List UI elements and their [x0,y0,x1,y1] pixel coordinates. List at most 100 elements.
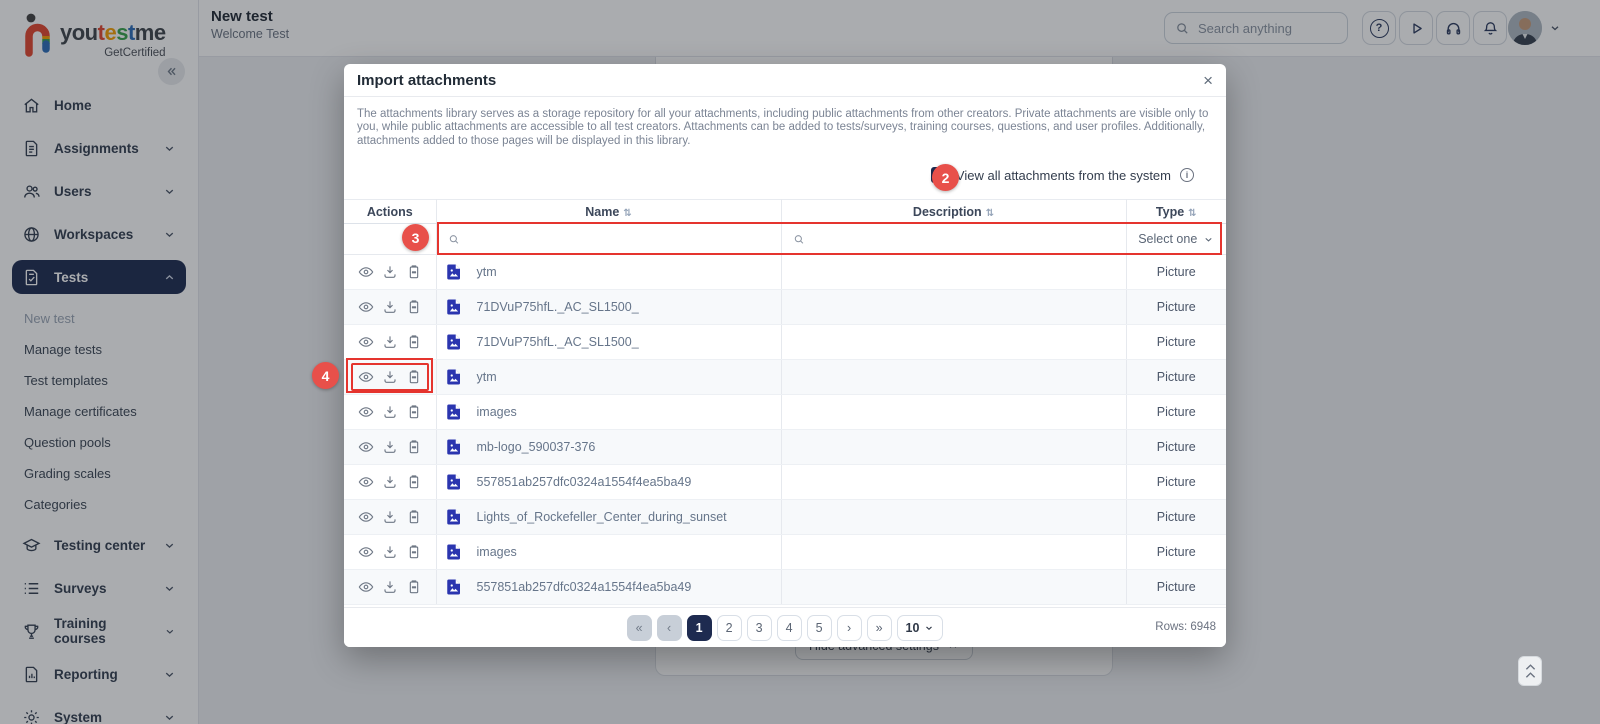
sidebar-item-label: Reporting [54,666,118,682]
help-button[interactable]: ? [1362,11,1396,45]
submenu-item-categories[interactable]: Categories [12,489,186,520]
submenu-item-new-test[interactable]: New test [12,303,186,334]
info-icon[interactable]: i [1180,168,1194,182]
sort-icon[interactable]: ⇅ [623,207,632,219]
copy-button[interactable] [406,299,422,315]
download-button[interactable] [382,439,398,455]
name-filter-input[interactable] [466,232,770,246]
picture-file-icon [446,474,460,490]
attachment-name[interactable]: 557851ab257dfc0324a1554f4ea5ba49 [476,580,692,594]
download-button[interactable] [382,264,398,280]
copy-button[interactable] [406,544,422,560]
download-button[interactable] [382,404,398,420]
download-button[interactable] [382,299,398,315]
support-button[interactable] [1436,11,1470,45]
sidebar-collapse-button[interactable] [158,58,185,85]
download-button[interactable] [382,579,398,595]
page-button-5[interactable]: 5 [806,614,832,641]
attachment-name[interactable]: ytm [476,265,497,279]
picture-file-icon [446,299,460,315]
sidebar-item-testing-center[interactable]: Testing center [12,528,186,562]
help-icon: ? [1369,18,1389,38]
row-actions [351,433,429,461]
first-page-button[interactable]: « [626,614,652,641]
column-header-type[interactable]: Type ⇅ [1126,199,1226,224]
last-page-button[interactable]: » [866,614,892,641]
sidebar-item-surveys[interactable]: Surveys [12,571,186,605]
sidebar-item-workspaces[interactable]: Workspaces [12,217,186,251]
copy-button[interactable] [406,509,422,525]
preview-button[interactable] [358,474,374,490]
preview-button[interactable] [358,579,374,595]
attachment-name[interactable]: 557851ab257dfc0324a1554f4ea5ba49 [476,475,692,489]
download-button[interactable] [382,509,398,525]
clipboard-icon [409,265,418,279]
scroll-to-top-button[interactable] [1518,656,1542,686]
attachment-name[interactable]: ytm [476,370,497,384]
sidebar-item-training-courses[interactable]: Training courses [12,614,186,648]
download-button[interactable] [382,474,398,490]
sidebar-item-reporting[interactable]: Reporting [12,657,186,691]
download-icon [384,511,396,523]
view-all-label: View all attachments from the system [955,167,1171,183]
attachment-name[interactable]: Lights_of_Rockefeller_Center_during_suns… [476,510,727,524]
preview-button[interactable] [358,299,374,315]
notifications-button[interactable] [1473,11,1507,45]
clipboard-icon [409,300,418,314]
download-button[interactable] [382,334,398,350]
previous-page-button[interactable]: ‹ [656,614,682,641]
preview-button[interactable] [358,509,374,525]
page-size-select[interactable]: 10 [896,614,944,641]
chevron-up-icon [1525,664,1535,670]
avatar-caret-icon[interactable] [1549,22,1561,34]
submenu-item-manage-tests[interactable]: Manage tests [12,334,186,365]
annotation-badge-3: 3 [402,224,429,251]
attachment-name[interactable]: 71DVuP75hfL._AC_SL1500_ [476,300,639,314]
copy-button[interactable] [406,439,422,455]
sidebar-item-label: System [54,709,103,724]
search-input[interactable] [1198,20,1318,36]
copy-button[interactable] [406,474,422,490]
sidebar-item-home[interactable]: Home [12,88,186,122]
preview-button[interactable] [358,369,374,385]
attachment-name[interactable]: 71DVuP75hfL._AC_SL1500_ [476,335,639,349]
sort-icon[interactable]: ⇅ [1188,207,1197,219]
copy-button[interactable] [406,579,422,595]
copy-button[interactable] [406,334,422,350]
column-header-description[interactable]: Description ⇅ [781,199,1127,224]
submenu-item-test-templates[interactable]: Test templates [12,365,186,396]
sidebar-item-system[interactable]: System [12,700,186,724]
submenu-item-grading-scales[interactable]: Grading scales [12,458,186,489]
type-filter-dropdown[interactable]: Select one [1127,232,1227,246]
page-button-3[interactable]: 3 [746,614,772,641]
attachment-name[interactable]: images [476,545,517,559]
preview-button[interactable] [358,264,374,280]
preview-button[interactable] [358,544,374,560]
copy-button[interactable] [406,264,422,280]
next-page-button[interactable]: › [836,614,862,641]
download-button[interactable] [382,369,398,385]
sidebar-item-users[interactable]: Users [12,174,186,208]
tour-button[interactable] [1399,11,1433,45]
submenu-item-question-pools[interactable]: Question pools [12,427,186,458]
sidebar-item-tests[interactable]: Tests [12,260,186,294]
attachment-name[interactable]: images [476,405,517,419]
sort-icon[interactable]: ⇅ [985,207,995,219]
description-filter-input[interactable] [811,232,1115,246]
preview-button[interactable] [358,439,374,455]
download-button[interactable] [382,544,398,560]
page-button-1[interactable]: 1 [686,614,712,641]
preview-button[interactable] [358,334,374,350]
copy-button[interactable] [406,369,422,385]
page-button-4[interactable]: 4 [776,614,802,641]
preview-button[interactable] [358,404,374,420]
attachment-name[interactable]: mb-logo_590037-376 [476,440,596,454]
sidebar-item-assignments[interactable]: Assignments [12,131,186,165]
close-icon[interactable]: × [1203,70,1213,90]
eye-icon [358,372,374,382]
column-header-name[interactable]: Name ⇅ [436,199,782,224]
page-button-2[interactable]: 2 [716,614,742,641]
avatar[interactable] [1508,11,1542,45]
submenu-item-manage-certificates[interactable]: Manage certificates [12,396,186,427]
copy-button[interactable] [406,404,422,420]
